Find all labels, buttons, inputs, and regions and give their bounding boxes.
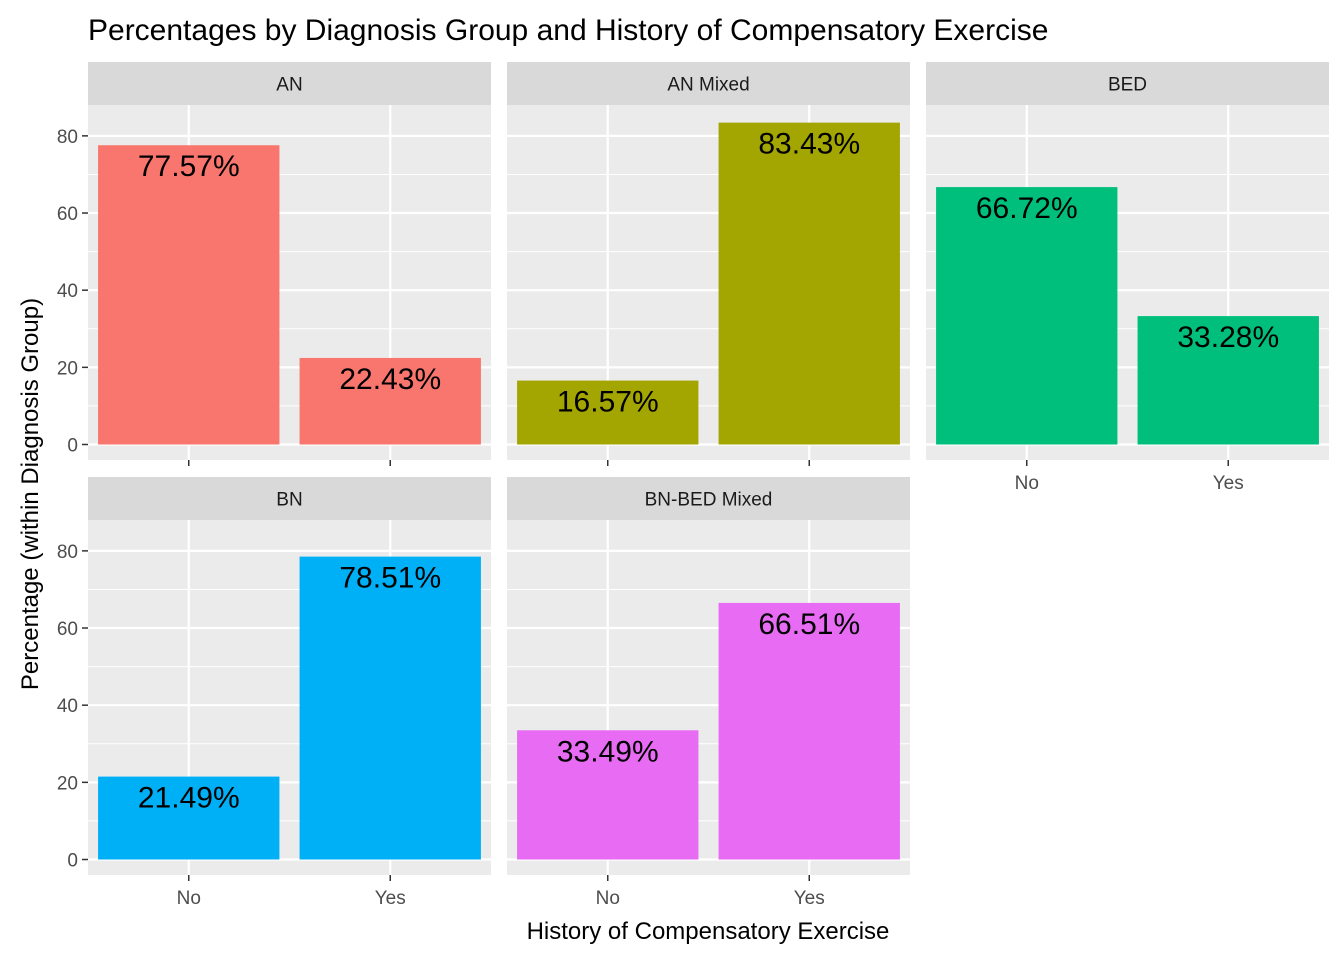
bar-data-label: 33.49% xyxy=(557,735,659,768)
y-axis-title: Percentage (within Diagnosis Group) xyxy=(17,298,44,690)
facet-strip-label: AN xyxy=(276,75,302,96)
facet-strip xyxy=(88,62,491,105)
y-tick-label: 40 xyxy=(57,281,78,302)
bar xyxy=(1137,316,1319,445)
facet-panel: AN Mixed 16.57% 83.43% xyxy=(507,62,910,466)
bar-data-label: 22.43% xyxy=(339,363,441,396)
chart-title: Percentages by Diagnosis Group and Histo… xyxy=(88,14,1048,47)
y-tick-label: 20 xyxy=(57,358,78,379)
facet-strip-label: AN Mixed xyxy=(667,75,749,96)
y-tick-label: 0 xyxy=(67,851,78,872)
x-tick-label: Yes xyxy=(794,888,825,909)
facet-panel: BN 21.49% 78.51% 0 20 40 60 80 No Yes xyxy=(57,477,491,909)
facet-panel: BN-BED Mixed 33.49% 66.51% No Yes xyxy=(507,477,910,909)
bar-data-label: 66.72% xyxy=(976,192,1078,225)
y-tick-label: 60 xyxy=(57,619,78,640)
y-tick-label: 80 xyxy=(57,127,78,148)
bar xyxy=(299,357,481,445)
y-tick-label: 60 xyxy=(57,204,78,225)
bar xyxy=(718,602,900,860)
y-tick-label: 20 xyxy=(57,773,78,794)
y-tick-label: 0 xyxy=(67,436,78,457)
x-tick-label: Yes xyxy=(1213,473,1244,494)
facet-panel: BED 66.72% 33.28% No Yes xyxy=(926,62,1329,494)
bar xyxy=(718,122,900,445)
bar xyxy=(98,776,280,860)
bar xyxy=(936,187,1118,445)
x-tick-label: Yes xyxy=(375,888,406,909)
facet-strip-label: BN xyxy=(276,490,302,511)
facet-strip-label: BN-BED Mixed xyxy=(645,490,773,511)
facet-strip-label: BED xyxy=(1108,75,1147,96)
bar-data-label: 77.57% xyxy=(138,150,240,183)
bar-data-label: 33.28% xyxy=(1177,321,1279,354)
bar xyxy=(299,556,481,860)
facet-strip xyxy=(507,477,910,520)
x-tick-label: No xyxy=(596,888,620,909)
facet-strip xyxy=(88,477,491,520)
x-axis-title: History of Compensatory Exercise xyxy=(527,918,890,945)
bar-data-label: 78.51% xyxy=(339,562,441,595)
y-tick-label: 40 xyxy=(57,696,78,717)
facet-panels: AN 77.57% 22.43% 0 20 40 60 80 AN Mixed 16.57% 83.… xyxy=(57,62,1329,909)
bar xyxy=(517,730,699,860)
bar-data-label: 16.57% xyxy=(557,386,659,419)
bar-data-label: 83.43% xyxy=(758,128,860,161)
x-tick-label: No xyxy=(177,888,201,909)
facet-strip xyxy=(507,62,910,105)
bar-data-label: 21.49% xyxy=(138,782,240,815)
y-tick-label: 80 xyxy=(57,542,78,563)
bar xyxy=(517,380,699,445)
x-tick-label: No xyxy=(1015,473,1039,494)
bar-data-label: 66.51% xyxy=(758,608,860,641)
bar xyxy=(98,145,280,445)
facet-strip xyxy=(926,62,1329,105)
facet-panel: AN 77.57% 22.43% 0 20 40 60 80 xyxy=(57,62,491,466)
